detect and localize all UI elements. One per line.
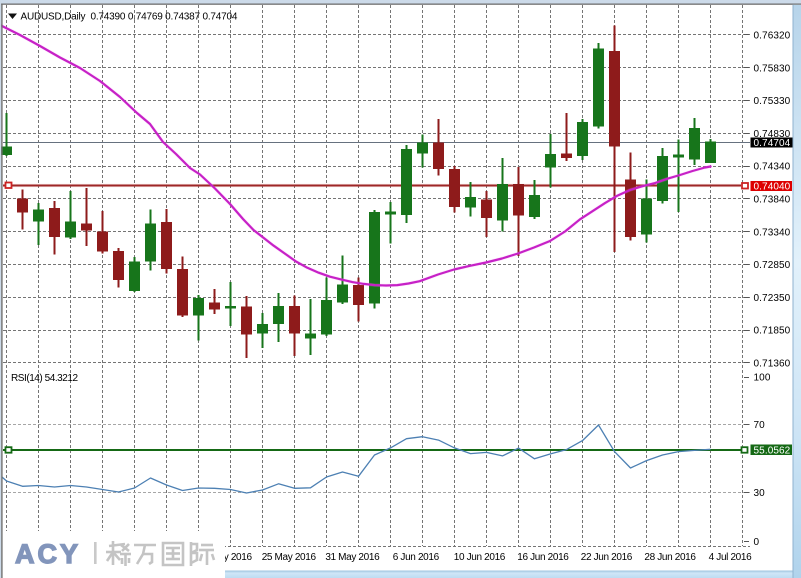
svg-text:100: 100 xyxy=(754,373,771,384)
svg-text:0.72350: 0.72350 xyxy=(754,293,791,304)
svg-text:0.73840: 0.73840 xyxy=(754,195,791,206)
svg-text:AUDUSD,Daily 0.74390 0.74769: AUDUSD,Daily 0.74390 0.74769 0.74387 0.7… xyxy=(21,12,238,23)
svg-text:70: 70 xyxy=(754,420,766,431)
svg-text:16 Jun 2016: 16 Jun 2016 xyxy=(517,552,569,563)
svg-text:0.75330: 0.75330 xyxy=(754,96,791,107)
svg-text:10 Jun 2016: 10 Jun 2016 xyxy=(454,552,506,563)
svg-text:0.76320: 0.76320 xyxy=(754,31,791,42)
svg-text:ACY: ACY xyxy=(15,539,81,569)
svg-text:55.0562: 55.0562 xyxy=(754,446,791,457)
svg-text:0.74830: 0.74830 xyxy=(754,129,791,140)
svg-text:0.74040: 0.74040 xyxy=(754,182,791,193)
svg-text:30: 30 xyxy=(754,488,766,499)
svg-text:4 Jul 2016: 4 Jul 2016 xyxy=(709,552,752,563)
svg-text:0.75830: 0.75830 xyxy=(754,63,791,74)
svg-text:0.72850: 0.72850 xyxy=(754,260,791,271)
svg-text:28 Jun 2016: 28 Jun 2016 xyxy=(644,552,696,563)
svg-text:0.71850: 0.71850 xyxy=(754,326,791,337)
svg-text:RSI(14) 54.3212: RSI(14) 54.3212 xyxy=(11,373,79,384)
svg-text:31 May 2016: 31 May 2016 xyxy=(325,552,380,563)
svg-text:0.71360: 0.71360 xyxy=(754,359,791,370)
svg-text:25 May 2016: 25 May 2016 xyxy=(262,552,317,563)
svg-text:0.74704: 0.74704 xyxy=(754,138,791,149)
svg-text:22 Jun 2016: 22 Jun 2016 xyxy=(581,552,633,563)
svg-text:0: 0 xyxy=(754,537,760,548)
svg-text:19 May 2016: 19 May 2016 xyxy=(198,552,253,563)
svg-text:0.73340: 0.73340 xyxy=(754,227,791,238)
svg-text:6 Jun 2016: 6 Jun 2016 xyxy=(393,552,440,563)
svg-text:0.74340: 0.74340 xyxy=(754,162,791,173)
